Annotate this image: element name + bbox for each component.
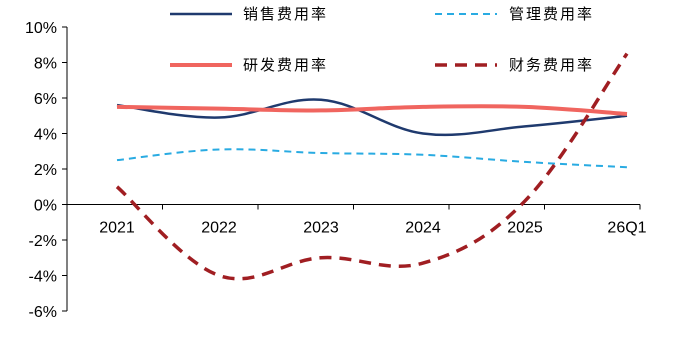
legend-label-3: 研发费用率 <box>243 56 328 74</box>
y-axis: 10% 8% 6% 4% 2% 0% -2% -4% -6% <box>25 20 68 321</box>
legend-label-1: 销售费用率 <box>243 5 328 23</box>
y-tick-label: 8% <box>34 56 57 73</box>
y-tick-label: 0% <box>34 198 57 215</box>
x-tick-label: 2021 <box>99 220 135 237</box>
y-tick-label: 4% <box>34 127 57 144</box>
series-line-2 <box>116 148 628 169</box>
series-line-4 <box>115 52 629 281</box>
y-tick-label: -6% <box>29 304 57 321</box>
y-tick-label: 2% <box>34 162 57 179</box>
y-tick-label: 6% <box>34 91 57 108</box>
y-tick-label: 10% <box>25 20 57 37</box>
x-axis: 2021 2022 2023 2024 2025 26Q1 <box>66 204 647 237</box>
series-line-3 <box>116 104 628 116</box>
x-tick-label: 2024 <box>405 220 441 237</box>
x-tick-label: 2025 <box>507 220 543 237</box>
series-layer <box>115 52 629 281</box>
y-tick-label: -4% <box>29 269 57 286</box>
legend-label-4: 财务费用率 <box>509 56 594 74</box>
series-line-1 <box>116 98 628 137</box>
legend-label-2: 管理费用率 <box>509 5 594 23</box>
x-tick-label: 2023 <box>303 220 339 237</box>
x-tick-label: 2022 <box>201 220 237 237</box>
x-tick-label: 26Q1 <box>607 220 646 237</box>
y-tick-label: -2% <box>29 233 57 250</box>
